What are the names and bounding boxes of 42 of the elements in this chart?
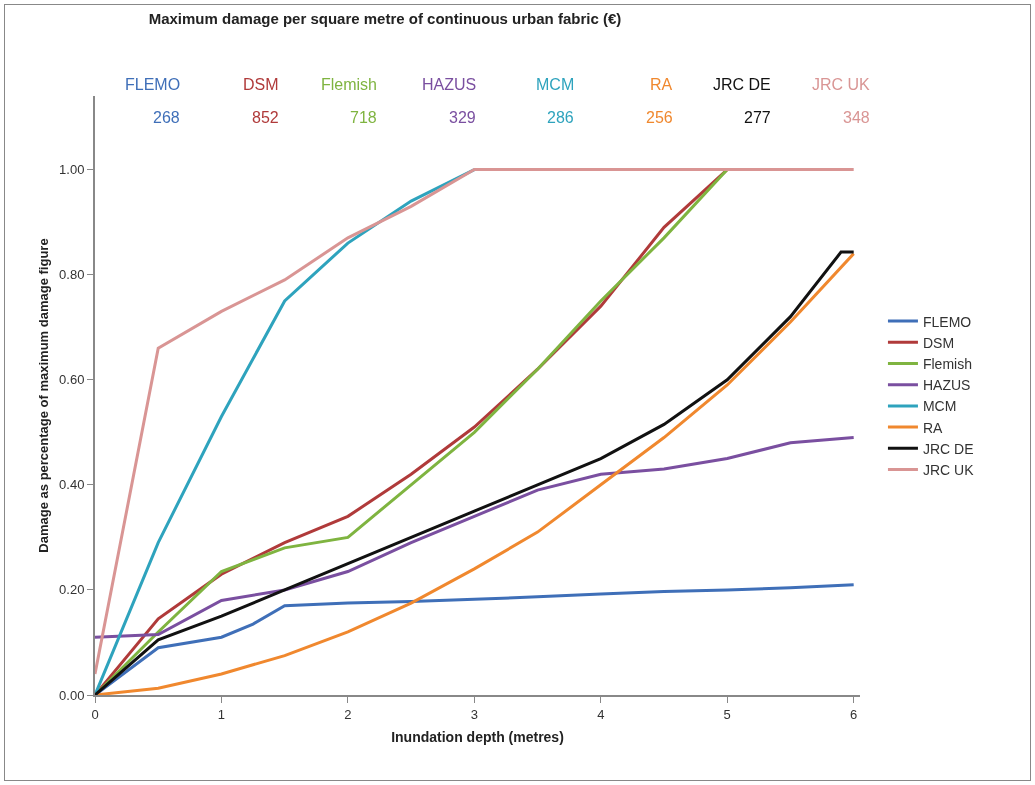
annotation: 852: [252, 109, 279, 126]
text: JRC UK: [812, 76, 870, 93]
legend-label: HAZUS: [922, 377, 971, 394]
x-axis-title: Inundation depth (metres): [391, 729, 564, 746]
y-axis-title: Damage as percentage of maximum damage figure: [35, 238, 51, 553]
annotation: 256: [646, 109, 673, 126]
annotation: 348: [843, 109, 870, 126]
y-tick-label: 0.80: [59, 267, 85, 283]
annotation: 286: [547, 109, 574, 126]
text: RA: [650, 76, 673, 93]
y-tick-label: 0.00: [59, 687, 85, 703]
chart-title: Maximum damage per square metre of continuous urban fabric (€): [148, 9, 622, 27]
legend-label: Flemish: [922, 355, 972, 372]
text: JRC DE: [713, 76, 771, 93]
text: FLEMO: [125, 76, 181, 93]
text: Flemish: [321, 76, 378, 93]
y-tick-label: 0.40: [59, 477, 85, 493]
text: DSM: [243, 76, 279, 93]
annotation: 277: [744, 109, 771, 126]
legend-label: JRC UK: [922, 461, 975, 478]
line-series: [95, 168, 856, 676]
x-tick-label: 1: [217, 706, 226, 722]
x-tick-label: 0: [91, 706, 99, 722]
y-tick-label: 0.20: [59, 582, 85, 598]
x-tick-label: 4: [597, 706, 605, 722]
x-tick-label: 2: [344, 706, 352, 722]
annotation: 718: [350, 109, 377, 126]
legend-label: FLEMO: [922, 313, 972, 330]
annotation: 329: [449, 109, 476, 126]
annotation: 268: [153, 109, 180, 126]
y-tick-label: 1.00: [59, 162, 85, 178]
legend-label: DSM: [922, 334, 955, 351]
x-tick-label: 6: [850, 706, 858, 722]
line-series: [95, 436, 856, 639]
legend-label: MCM: [922, 398, 957, 415]
text: MCM: [536, 76, 575, 93]
x-tick-label: 5: [723, 706, 731, 722]
x-tick-label: 3: [470, 706, 478, 722]
legend-label: JRC DE: [922, 440, 974, 457]
text: HAZUS: [422, 76, 477, 93]
legend-label: RA: [922, 419, 944, 436]
y-tick-label: 0.60: [59, 372, 85, 388]
